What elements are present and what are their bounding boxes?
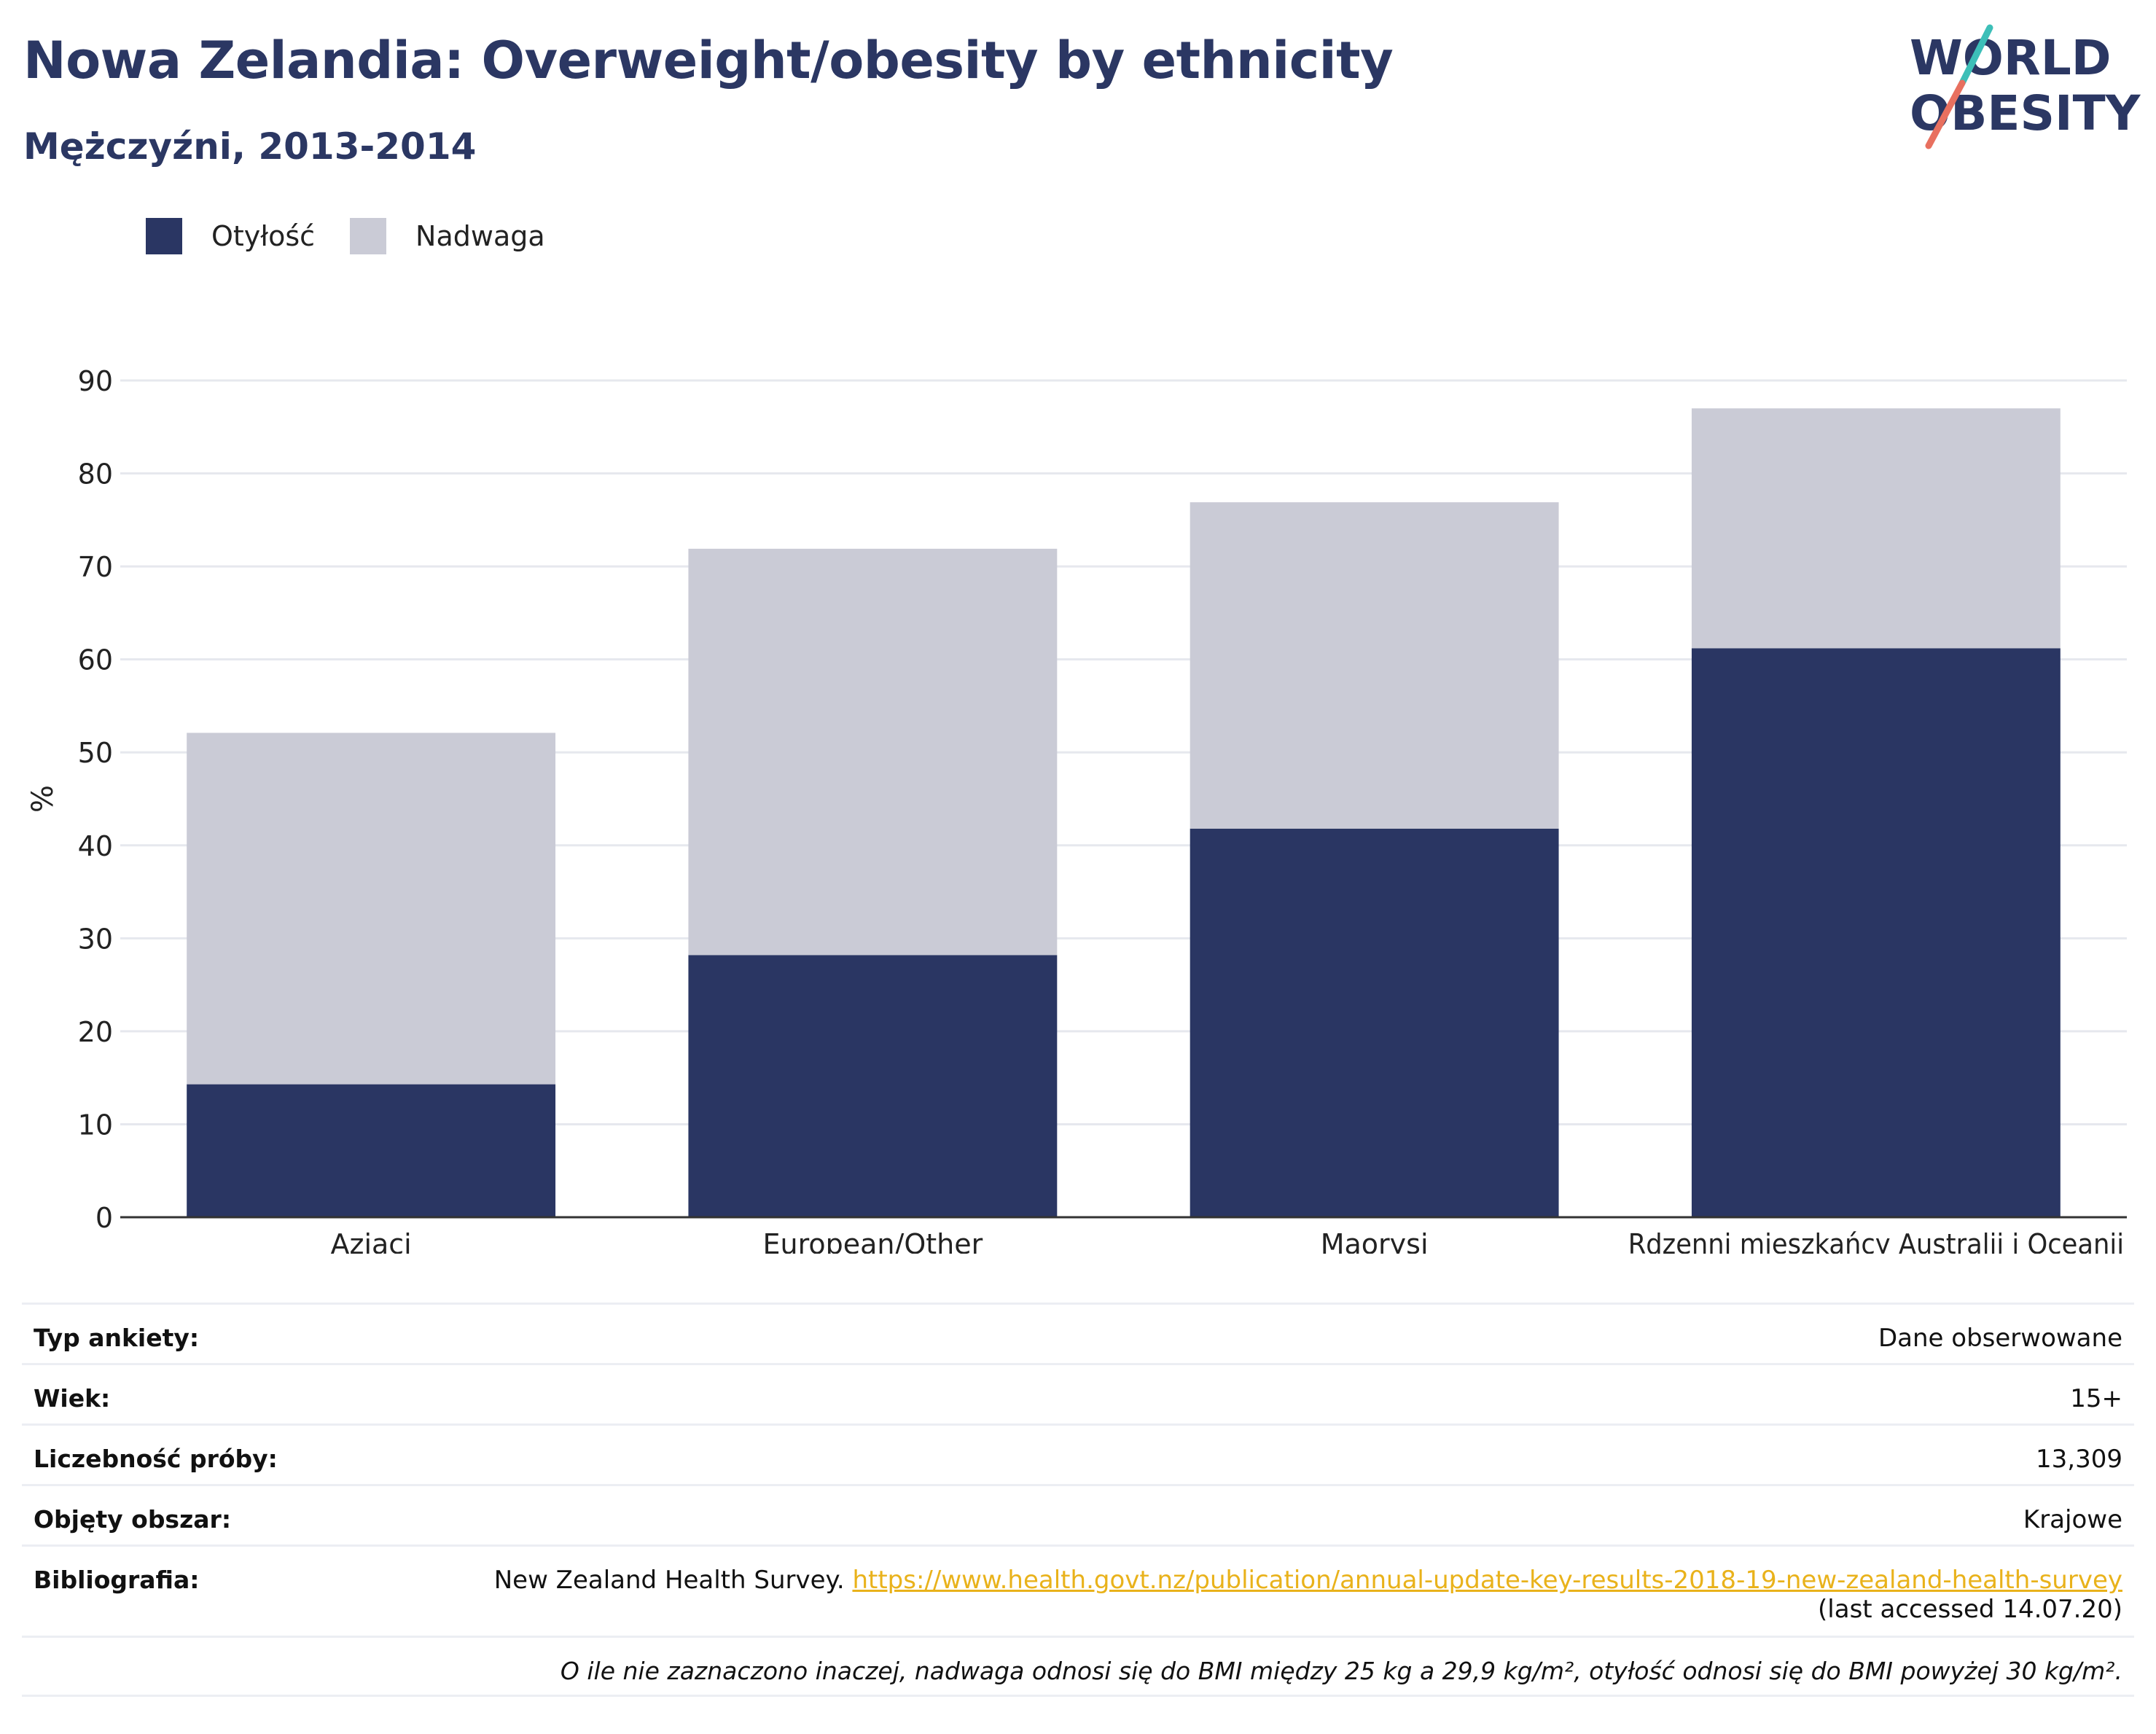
meta-value: 13,309	[2036, 1445, 2122, 1474]
x-tick-label: Maorysi	[1321, 1228, 1429, 1254]
bibliography-link[interactable]: https://www.health.govt.nz/publication/a…	[852, 1566, 2122, 1595]
meta-key: Typ ankiety:	[34, 1324, 200, 1352]
meta-row-survey-type: Typ ankiety: Dane obserwowane	[22, 1303, 2134, 1363]
y-tick-label: 80	[78, 458, 113, 491]
logo-line1: WORLD	[1910, 30, 2112, 86]
footnote: O ile nie zaznaczono inaczej, nadwaga od…	[560, 1657, 2122, 1685]
bar-obesity	[1691, 648, 2061, 1217]
meta-row-area-covered: Objęty obszar: Krajowe	[22, 1484, 2134, 1544]
bar-overweight	[187, 733, 556, 1085]
meta-key: Liczebność próby:	[34, 1445, 278, 1473]
legend-swatch-obesity	[146, 218, 182, 254]
meta-value: Krajowe	[2023, 1505, 2122, 1534]
bibliography-value: New Zealand Health Survey. https://www.h…	[494, 1566, 2122, 1624]
meta-key: Wiek:	[34, 1384, 111, 1413]
bibliography-text: New Zealand Health Survey.	[493, 1566, 845, 1595]
y-tick-label: 0	[95, 1202, 113, 1234]
x-tick-label: Rdzenni mieszkańcy Australii i Oceanii	[1628, 1228, 2124, 1254]
meta-row-footnote: O ile nie zaznaczono inaczej, nadwaga od…	[22, 1636, 2134, 1697]
chart-subtitle: Mężczyźni, 2013-2014	[23, 125, 477, 168]
legend-label-overweight: Nadwaga	[415, 220, 545, 252]
metadata-table: Typ ankiety: Dane obserwowane Wiek: 15+ …	[22, 1303, 2134, 1697]
bar-overweight	[1190, 502, 1559, 829]
y-tick-label: 30	[78, 923, 113, 955]
meta-value: Dane obserwowane	[1878, 1324, 2122, 1353]
x-tick-label: European/Other	[763, 1228, 983, 1254]
logo-slash-coral	[1925, 79, 1966, 149]
meta-value: 15+	[2070, 1384, 2122, 1413]
y-tick-label: 70	[78, 551, 113, 583]
chart-title: Nowa Zelandia: Overweight/obesity by eth…	[23, 31, 1394, 90]
bar-obesity	[187, 1084, 556, 1217]
bibliography-accessed: (last accessed 14.07.20)	[1818, 1595, 2122, 1624]
x-tick-label: Azjaci	[331, 1228, 412, 1254]
legend-item-overweight: Nadwaga	[350, 218, 545, 254]
bar-obesity	[1190, 828, 1559, 1217]
world-obesity-logo: WORLD OBESITY	[1910, 24, 2141, 149]
bar-overweight	[1691, 408, 2061, 649]
meta-row-sample-size: Liczebność próby: 13,309	[22, 1423, 2134, 1484]
y-tick-label: 60	[78, 644, 113, 676]
meta-row-age: Wiek: 15+	[22, 1363, 2134, 1423]
y-tick-label: 50	[78, 737, 113, 769]
y-tick-label: 10	[78, 1109, 113, 1141]
y-tick-label: 40	[78, 830, 113, 862]
chart-legend: Otyłość Nadwaga	[146, 216, 580, 257]
meta-key: Bibliografia:	[34, 1566, 200, 1594]
y-tick-label: 90	[78, 365, 113, 397]
y-tick-label: 20	[78, 1016, 113, 1048]
y-axis-label: %	[26, 785, 60, 813]
legend-item-obesity: Otyłość	[146, 218, 315, 254]
bar-overweight	[688, 548, 1058, 956]
meta-row-bibliography: Bibliografia: New Zealand Health Survey.…	[22, 1544, 2134, 1636]
bar-obesity	[688, 955, 1058, 1217]
meta-key: Objęty obszar:	[34, 1505, 232, 1534]
legend-swatch-overweight	[350, 218, 387, 254]
stacked-bar-chart: 0 10 20 30 40 50 60 70 80 90% Azjaci European/Other…	[26, 365, 2127, 1254]
legend-label-obesity: Otyłość	[211, 220, 316, 252]
logo-slash-teal	[1958, 24, 1993, 87]
